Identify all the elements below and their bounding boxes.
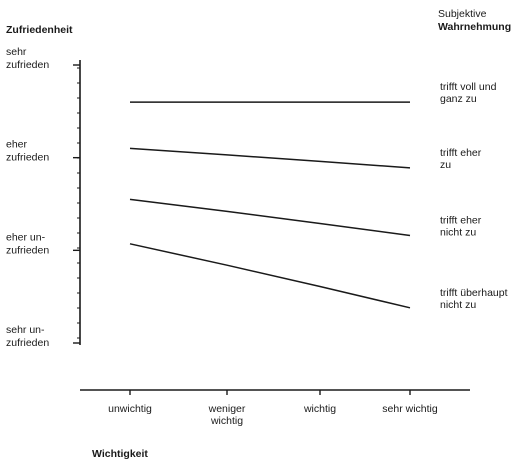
y-level-label: eher zufrieden <box>6 139 49 164</box>
y-level-label: sehr zufrieden <box>6 46 49 71</box>
series-label: trifft voll und ganz zu <box>440 81 497 105</box>
series-line <box>129 147 411 169</box>
x-tick-label: unwichtig <box>108 403 152 415</box>
series-label: trifft überhaupt nicht zu <box>440 287 508 311</box>
series-line <box>129 198 411 237</box>
series-line <box>129 243 411 309</box>
y-level-label: eher un-zufrieden <box>6 231 49 256</box>
series-label: trifft eher zu <box>440 147 482 171</box>
x-tick-label: sehr wichtig <box>382 403 438 415</box>
legend-title-line2: Wahrnehmung <box>438 21 511 33</box>
legend-title-line1: Subjektive <box>438 8 487 20</box>
y-level-label: sehr un-zufrieden <box>6 324 49 349</box>
x-axis-title: Wichtigkeit <box>92 448 148 460</box>
x-tick-label: weniger wichtig <box>208 403 246 427</box>
x-tick-label: wichtig <box>303 403 336 415</box>
series-label: trifft eher nicht zu <box>440 215 482 239</box>
y-axis-title: Zufriedenheit <box>6 24 73 36</box>
